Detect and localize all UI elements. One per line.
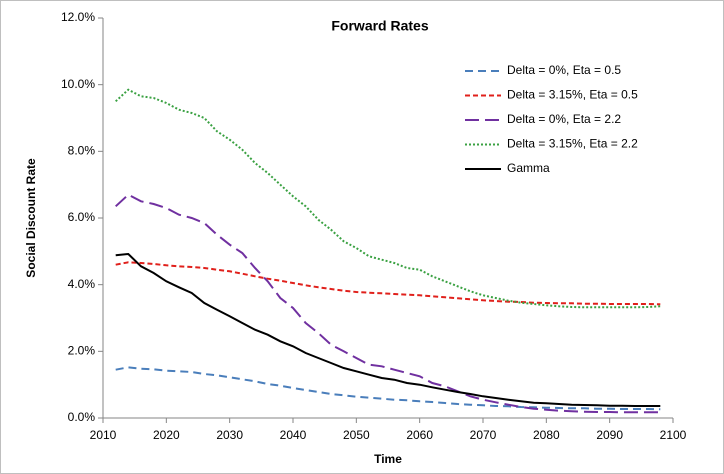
- legend-label: Delta = 0%, Eta = 2.2: [507, 112, 621, 126]
- legend-label: Gamma: [507, 161, 550, 175]
- y-tick-label: 10.0%: [61, 77, 95, 91]
- y-axis-label: Social Discount Rate: [24, 158, 38, 278]
- legend-label: Delta = 3.15%, Eta = 0.5: [507, 88, 638, 102]
- y-tick-label: 6.0%: [68, 210, 96, 224]
- series-line: [115, 193, 661, 414]
- x-tick-label: 2010: [90, 428, 117, 442]
- series-line: [115, 366, 661, 411]
- series-line: [115, 88, 661, 309]
- legend-label: Delta = 0%, Eta = 0.5: [507, 63, 621, 77]
- y-tick-label: 4.0%: [68, 277, 96, 291]
- x-tick-label: 2080: [533, 428, 560, 442]
- x-tick-label: 2020: [153, 428, 180, 442]
- y-tick-label: 0.0%: [68, 410, 96, 424]
- y-tick-label: 2.0%: [68, 344, 96, 358]
- x-tick-label: 2090: [596, 428, 623, 442]
- series-line: [115, 252, 661, 407]
- x-tick-label: 2030: [216, 428, 243, 442]
- y-tick-label: 8.0%: [68, 144, 96, 158]
- x-tick-label: 2100: [660, 428, 687, 442]
- y-tick-label: 12.0%: [61, 10, 95, 24]
- x-tick-label: 2060: [406, 428, 433, 442]
- chart-title: Forward Rates: [331, 18, 428, 34]
- x-tick-label: 2040: [280, 428, 307, 442]
- x-tick-label: 2050: [343, 428, 370, 442]
- series-line: [115, 261, 661, 306]
- x-tick-label: 2070: [470, 428, 497, 442]
- legend-label: Delta = 3.15%, Eta = 2.2: [507, 137, 638, 151]
- x-axis-label: Time: [374, 452, 402, 466]
